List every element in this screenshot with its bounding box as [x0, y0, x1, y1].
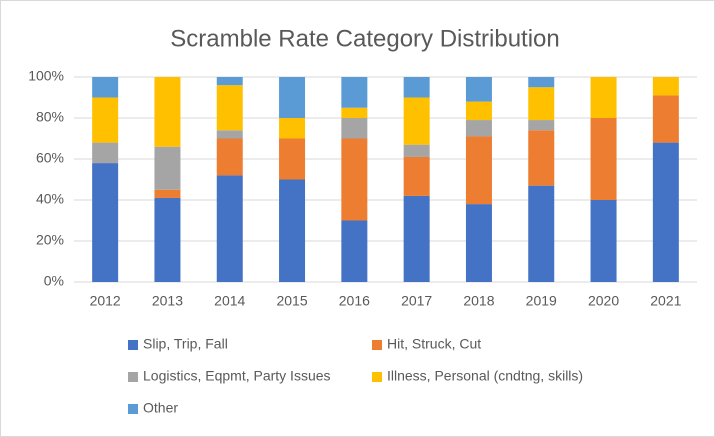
y-tick-label: 100% — [28, 68, 64, 84]
bar-segment — [341, 138, 368, 221]
x-tick-label: 2016 — [339, 293, 370, 309]
legend-label: Logistics, Eqpmt, Party Issues — [143, 368, 331, 384]
legend-label: Illness, Personal (cndtng, skills) — [387, 368, 583, 384]
bar-segment — [465, 77, 492, 102]
bar-segment — [652, 95, 679, 143]
x-tick-label: 2013 — [152, 293, 183, 309]
legend-swatch — [372, 372, 382, 382]
legend-swatch — [128, 340, 138, 350]
bar-segment — [528, 120, 555, 131]
bar-segment — [528, 87, 555, 121]
legend-swatch — [128, 372, 138, 382]
x-tick-label: 2014 — [214, 293, 245, 309]
bar-segment — [403, 77, 430, 98]
bar-segment — [403, 144, 430, 157]
y-tick-label: 20% — [36, 232, 64, 248]
x-tick-label: 2021 — [650, 293, 681, 309]
x-tick-label: 2019 — [526, 293, 557, 309]
bar-segment — [92, 163, 119, 282]
bar-segment — [590, 118, 617, 200]
bar-segment — [92, 142, 119, 164]
bar-segment — [465, 204, 492, 282]
bar-segment — [216, 130, 243, 139]
bar-segment — [341, 107, 368, 118]
bar-segment — [528, 77, 555, 88]
x-tick-label: 2015 — [276, 293, 307, 309]
bar-segment — [279, 138, 306, 180]
bar-segment — [528, 130, 555, 186]
legend-label: Hit, Struck, Cut — [387, 336, 481, 352]
y-tick-label: 80% — [36, 109, 64, 125]
bar-segment — [341, 118, 368, 139]
bar-segment — [279, 179, 306, 282]
bar-segment — [465, 101, 492, 121]
legend-label: Other — [143, 400, 178, 416]
x-tick-label: 2018 — [463, 293, 494, 309]
bar-segment — [154, 197, 181, 282]
bar-segment — [403, 195, 430, 282]
bar-segment — [216, 85, 243, 131]
bar-segment — [216, 175, 243, 282]
bar-segment — [92, 97, 119, 143]
x-tick-label: 2012 — [90, 293, 121, 309]
x-tick-label: 2017 — [401, 293, 432, 309]
bar-segment — [652, 77, 679, 96]
legend-swatch — [128, 404, 138, 414]
bar-segment — [465, 136, 492, 205]
bar-segment — [403, 97, 430, 145]
bar-segment — [154, 77, 181, 147]
x-tick-label: 2020 — [588, 293, 619, 309]
bar-segment — [216, 77, 243, 86]
bar-segment — [279, 77, 306, 118]
bar-segment — [279, 118, 306, 139]
bar-segment — [403, 156, 430, 196]
y-tick-label: 0% — [44, 273, 64, 289]
bar-segment — [652, 142, 679, 282]
bar-segment — [154, 146, 181, 190]
bar-segment — [341, 220, 368, 282]
bar-segment — [341, 77, 368, 108]
bar-segment — [465, 120, 492, 137]
bar-segment — [590, 77, 617, 118]
bar-segment — [528, 185, 555, 282]
bar-segment — [92, 77, 119, 98]
legend-label: Slip, Trip, Fall — [143, 336, 228, 352]
bar-segment — [590, 200, 617, 282]
y-tick-label: 40% — [36, 191, 64, 207]
y-tick-label: 60% — [36, 150, 64, 166]
legend-swatch — [372, 340, 382, 350]
bar-segment — [154, 189, 181, 198]
bar-segment — [216, 138, 243, 176]
chart-title: Scramble Rate Category Distribution — [170, 25, 560, 52]
